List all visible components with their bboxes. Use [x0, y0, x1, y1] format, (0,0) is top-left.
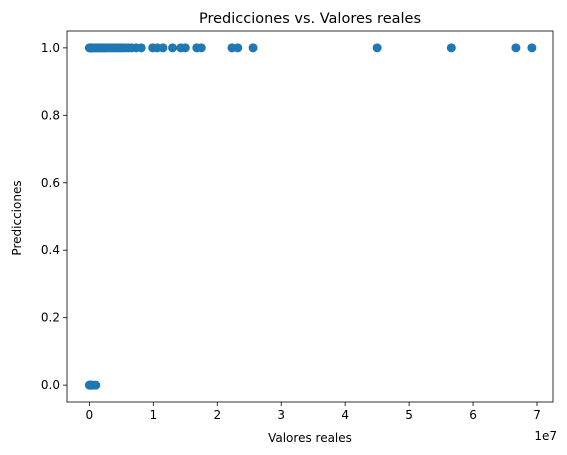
x-axis-label: Valores reales — [268, 431, 352, 445]
data-point — [196, 43, 206, 53]
chart-title: Predicciones vs. Valores reales — [199, 11, 421, 27]
y-tick-label: 0.4 — [41, 243, 60, 257]
plot-frame — [66, 30, 554, 403]
data-point — [158, 43, 168, 53]
x-tick-label: 4 — [341, 408, 349, 422]
y-tick-label: 0.0 — [41, 378, 60, 392]
x-tick-label: 6 — [469, 408, 477, 422]
y-tick-label: 0.2 — [41, 311, 60, 325]
x-tick-label: 0 — [86, 408, 94, 422]
x-axis-offset-label: 1e7 — [534, 429, 557, 443]
plot-area: 0 1 2 3 4 5 6 7 0.0 0.2 0.4 0.6 0.8 1.0 — [41, 30, 554, 422]
y-tick-label: 0.6 — [41, 176, 60, 190]
data-point — [180, 43, 190, 53]
data-point — [248, 43, 258, 53]
data-point — [168, 43, 178, 53]
y-axis-label: Predicciones — [10, 180, 24, 255]
x-tick-label: 2 — [213, 408, 221, 422]
x-tick-label: 7 — [533, 408, 541, 422]
data-point — [233, 43, 243, 53]
data-point — [446, 43, 456, 53]
data-point — [527, 43, 537, 53]
data-point — [511, 43, 521, 53]
data-point — [372, 43, 382, 53]
x-tick-label: 5 — [405, 408, 413, 422]
data-point — [91, 380, 101, 390]
x-tick-label: 1 — [150, 408, 158, 422]
data-point — [136, 43, 146, 53]
y-tick-label: 0.8 — [41, 108, 60, 122]
x-tick-label: 3 — [277, 408, 285, 422]
y-tick-label: 1.0 — [41, 41, 60, 55]
